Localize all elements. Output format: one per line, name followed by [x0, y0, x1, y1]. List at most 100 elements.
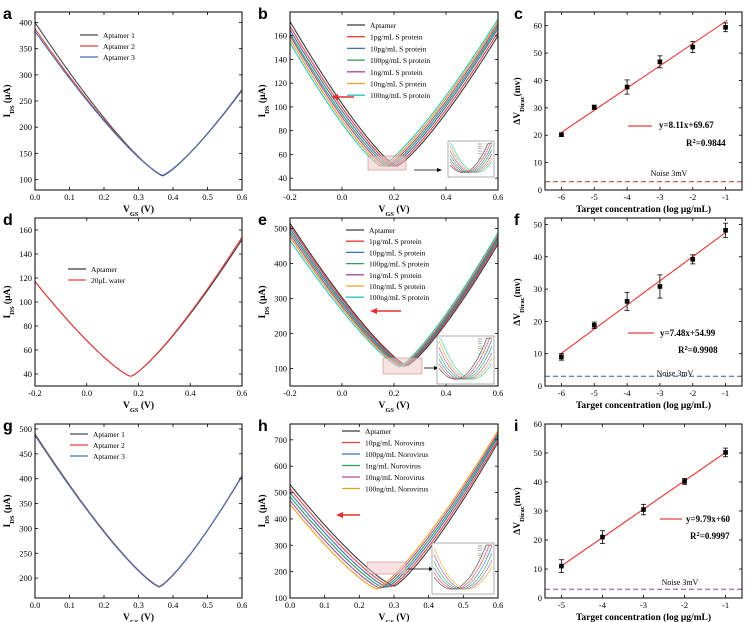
y-tick-label: 400 — [274, 514, 287, 524]
x-tick-label: 0.3 — [133, 192, 144, 202]
panel-label: f — [514, 212, 520, 229]
x-tick-label: -2 — [689, 388, 696, 398]
data-point — [657, 284, 663, 289]
y-axis-label-sub: Dirac — [519, 96, 526, 112]
panel-c: -6 -5 -4 -3 -2 -1 0 10 20 30 40 50 60 Target concentr… — [512, 6, 743, 215]
legend-label-6: 10ng/mL S protein — [369, 282, 426, 291]
y-axis-label-sub: Dirac — [519, 506, 526, 522]
legend-label-1: Aptamer — [369, 226, 396, 235]
x-tick-label: 0.2 — [133, 388, 144, 398]
panel-b: -0.2 0.0 0.2 0.4 0.6 40 60 80 100 120 140 160 VGS (V… — [257, 6, 503, 218]
legend-label-3: 100pg/mL Norovirus — [365, 450, 428, 459]
x-axis-label: VGS (V) — [123, 612, 154, 622]
x-tick-label: 0.4 — [441, 192, 452, 202]
x-axis-label: Target concentration (log μg/mL) — [576, 612, 711, 622]
x-tick-label: 0.0 — [30, 192, 41, 202]
inset-curve-2 — [433, 544, 493, 590]
y-axis-label: IDS (μA) — [257, 286, 271, 319]
x-tick-label: 0.4 — [168, 192, 179, 202]
inset-curve-1 — [449, 142, 492, 173]
panel-label: e — [258, 212, 267, 229]
y-tick-label: 200 — [19, 122, 32, 132]
panel-g: 0.0 0.1 0.2 0.3 0.4 0.5 0.6 200 250 300 350 400 450 5… — [2, 418, 247, 622]
x-tick-label: -1 — [722, 192, 729, 202]
fit-r-squared: R2=0.9908 — [678, 345, 718, 356]
y-tick-label: 100 — [274, 102, 287, 112]
legend-label-2: 1pg/mL S protein — [370, 33, 423, 42]
y-tick-label: 30 — [534, 284, 543, 294]
series-line-2 — [34, 434, 243, 588]
y-tick-label: 30 — [534, 506, 543, 516]
y-tick-label: 10 — [534, 564, 543, 574]
x-tick-label: 0.4 — [423, 600, 434, 610]
x-tick-label: 0.5 — [202, 600, 213, 610]
inset-pointer-head — [437, 168, 442, 172]
x-tick-label: -3 — [656, 388, 663, 398]
y-axis-label: ΔVDirac(mv) — [512, 77, 526, 124]
x-tick-label: 0.0 — [30, 600, 41, 610]
y-tick-label: 40 — [279, 173, 288, 183]
data-point — [559, 354, 564, 360]
legend-label-4: 1ng/mL Norovirus — [365, 462, 421, 471]
y-tick-label: 60 — [534, 419, 543, 429]
legend-label-1: Aptamer — [370, 21, 397, 30]
legend-label-3: Aptamer 3 — [93, 452, 125, 461]
x-tick-label: -0.2 — [283, 388, 296, 398]
y-tick-label: 80 — [24, 321, 33, 331]
y-tick-label: 50 — [534, 219, 543, 229]
y-axis-label-unit: (μA) — [257, 286, 268, 307]
panel-label: c — [514, 6, 523, 23]
y-axis-label-sub: DS — [9, 105, 16, 114]
y-tick-label: 40 — [534, 75, 543, 85]
panel-label: h — [258, 418, 268, 435]
y-tick-label: 500 — [274, 488, 287, 498]
data-point — [641, 507, 646, 512]
panel-label: b — [258, 6, 268, 23]
r-squared-value: =0.9997 — [700, 531, 730, 541]
y-tick-label: 20 — [534, 316, 543, 326]
x-tick-label: -3 — [656, 192, 663, 202]
zoom-region — [367, 155, 407, 171]
x-axis-label: VGS (V) — [378, 204, 409, 218]
legend-label-6: 100ng/mL Norovirus — [365, 485, 428, 494]
y-axis-label-sub: DS — [264, 515, 271, 524]
x-axis-label-sub: GS — [385, 407, 394, 414]
r-squared-value: =0.9844 — [696, 138, 726, 148]
x-tick-label: 0.2 — [389, 388, 400, 398]
x-axis-label-unit: (V) — [394, 612, 410, 622]
x-tick-label: -0.2 — [28, 388, 41, 398]
legend-label-2: 10pg/mL Norovirus — [365, 439, 425, 448]
data-point — [682, 479, 687, 484]
x-tick-label: 0.3 — [133, 600, 144, 610]
y-tick-label: 140 — [19, 249, 32, 259]
panel-label: i — [514, 418, 518, 435]
y-tick-label: 120 — [274, 78, 287, 88]
y-axis-label-unit: (mv) — [512, 487, 523, 506]
x-tick-label: 0.5 — [458, 600, 469, 610]
x-axis-label: Target concentration (log μg/mL) — [576, 204, 711, 215]
inset-curve-6 — [433, 547, 493, 590]
panel-f: -6 -5 -4 -3 -2 -1 0 10 20 30 40 50 Target concentrat… — [512, 212, 743, 411]
data-point — [591, 322, 597, 328]
data-point — [559, 132, 564, 137]
panel-label: d — [3, 212, 13, 229]
series-line-1 — [289, 442, 499, 587]
y-axis-label-sub: DS — [9, 306, 16, 315]
plot-frame — [544, 217, 743, 387]
y-tick-label: 500 — [274, 224, 287, 234]
y-tick-label: 20 — [534, 535, 543, 545]
x-axis-label: VGS (V) — [123, 400, 154, 414]
x-tick-label: 0.5 — [202, 192, 213, 202]
x-tick-label: 0.1 — [64, 600, 75, 610]
y-axis-label: ΔVDirac(mv) — [512, 487, 526, 534]
legend-label-2: Aptamer 2 — [103, 42, 135, 51]
x-tick-label: -0.2 — [283, 192, 296, 202]
x-axis-label-sub: GS — [130, 619, 139, 622]
zoom-region — [366, 561, 407, 575]
inset-pointer-head — [434, 366, 439, 370]
noise-label: Noise 3mV — [651, 169, 688, 178]
x-tick-label: -2 — [689, 192, 696, 202]
x-axis-label-unit: (V) — [138, 612, 154, 622]
data-point — [657, 59, 663, 65]
y-axis-label-unit: (μA) — [2, 286, 13, 307]
